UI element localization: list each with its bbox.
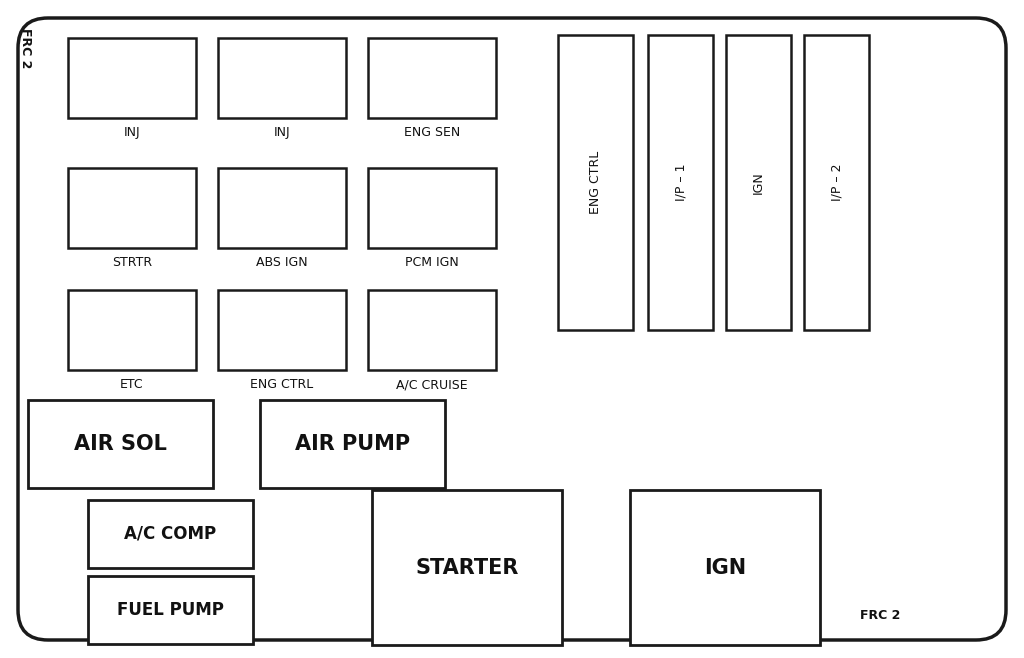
Bar (88, 576, 253, 644)
Text: A/C CRUISE: A/C CRUISE (396, 378, 468, 391)
Text: I/P – 2: I/P – 2 (830, 164, 843, 201)
Bar (368, 38, 496, 118)
Bar (648, 35, 713, 330)
Text: ETC: ETC (120, 378, 143, 391)
Text: STRTR: STRTR (112, 256, 152, 269)
Text: ENG CTRL: ENG CTRL (589, 151, 602, 214)
Text: STARTER: STARTER (416, 557, 519, 578)
Text: ABS IGN: ABS IGN (256, 256, 308, 269)
Bar (804, 35, 869, 330)
Bar (726, 35, 791, 330)
Bar (558, 35, 633, 330)
Bar (260, 400, 445, 488)
Bar (218, 168, 346, 248)
Bar (368, 168, 496, 248)
Text: ENG SEN: ENG SEN (403, 126, 460, 139)
Text: PCM IGN: PCM IGN (406, 256, 459, 269)
Text: AIR SOL: AIR SOL (74, 434, 167, 454)
Bar (88, 500, 253, 568)
Text: FUEL PUMP: FUEL PUMP (117, 601, 224, 619)
Bar (630, 490, 820, 645)
Text: A/C COMP: A/C COMP (125, 525, 216, 543)
Text: IGN: IGN (752, 171, 765, 194)
Text: I/P – 1: I/P – 1 (674, 164, 687, 201)
Bar (218, 38, 346, 118)
Bar (218, 290, 346, 370)
Text: INJ: INJ (124, 126, 140, 139)
Text: FRC 2: FRC 2 (19, 28, 32, 68)
Text: FRC 2: FRC 2 (859, 609, 900, 622)
Bar (372, 490, 562, 645)
Bar (68, 38, 196, 118)
Bar (68, 168, 196, 248)
Text: ENG CTRL: ENG CTRL (251, 378, 313, 391)
Text: INJ: INJ (273, 126, 291, 139)
Bar (28, 400, 213, 488)
Bar (368, 290, 496, 370)
Bar (68, 290, 196, 370)
Text: IGN: IGN (703, 557, 746, 578)
FancyBboxPatch shape (18, 18, 1006, 640)
Text: AIR PUMP: AIR PUMP (295, 434, 410, 454)
